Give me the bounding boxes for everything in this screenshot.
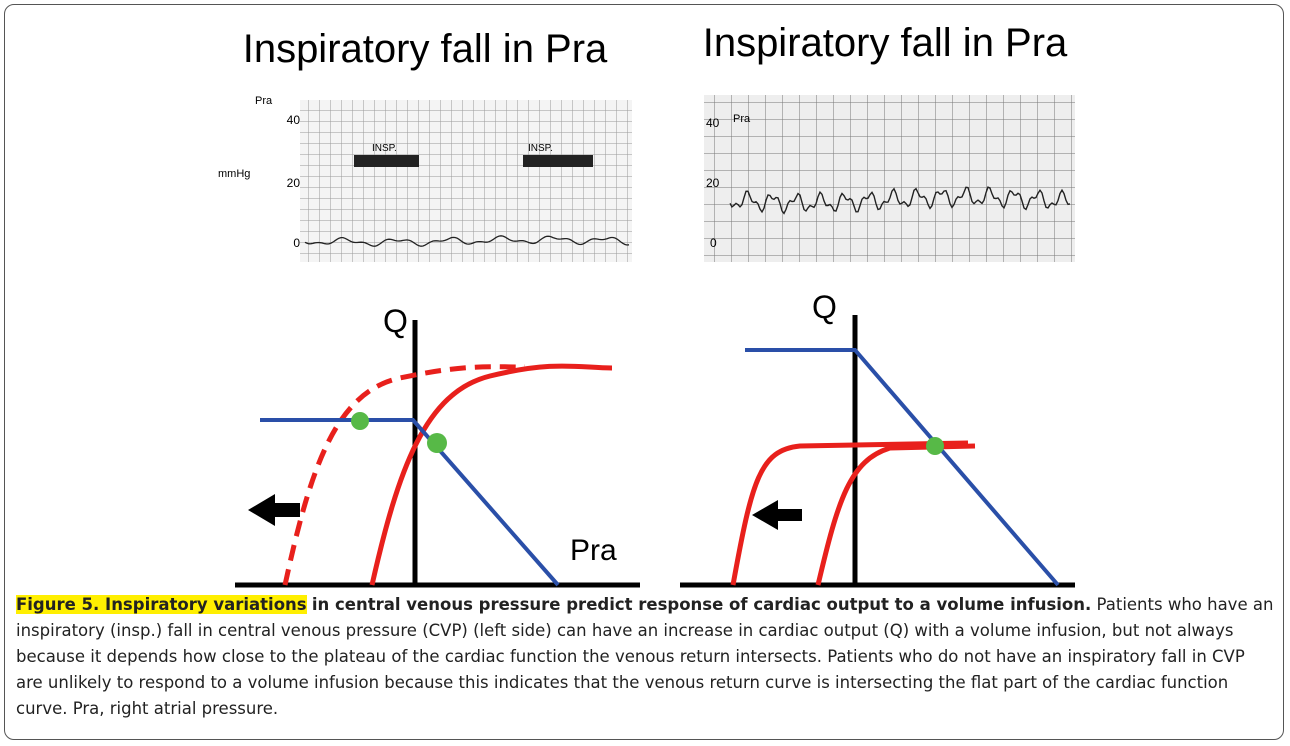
caption: Figure 5. Inspiratory variations in cent… [16,592,1274,722]
insp-label: INSP. [372,143,397,154]
venous-return [745,350,1058,585]
axis-label: Q [812,289,837,325]
tick-label: 40 [706,116,720,130]
cardiac-curve [818,446,975,585]
insp-bar [523,155,593,167]
figure: Inspiratory fall in Pra Inspiratory fall… [0,0,1290,590]
tick-label: 0 [293,236,300,250]
axis-label: Pra [733,113,751,125]
axis-label: Q [383,303,408,339]
tick-label: 20 [287,176,301,190]
arrow [752,500,802,530]
unit-label: mmHg [218,168,250,180]
arrow [248,494,300,526]
intersection [427,433,447,453]
caption-label: Figure 5. Inspiratory variations [16,595,307,614]
tick-label: 20 [706,176,720,190]
caption-headline: in central venous pressure predict respo… [312,595,1091,614]
tick-label: 0 [710,236,717,250]
axis-label: Pra [255,95,273,107]
axis-label: Pra [570,534,617,567]
insp-bar [354,155,419,167]
intersection [926,437,944,455]
tick-label: 40 [287,113,301,127]
intersection [351,412,369,430]
trace-grid [704,95,1075,262]
insp-label: INSP. [528,143,553,154]
trace-grid [300,100,632,262]
panel-title: Inspiratory fall in Pra [243,27,608,71]
panel-title: Inspiratory fall in Pra [703,21,1068,65]
